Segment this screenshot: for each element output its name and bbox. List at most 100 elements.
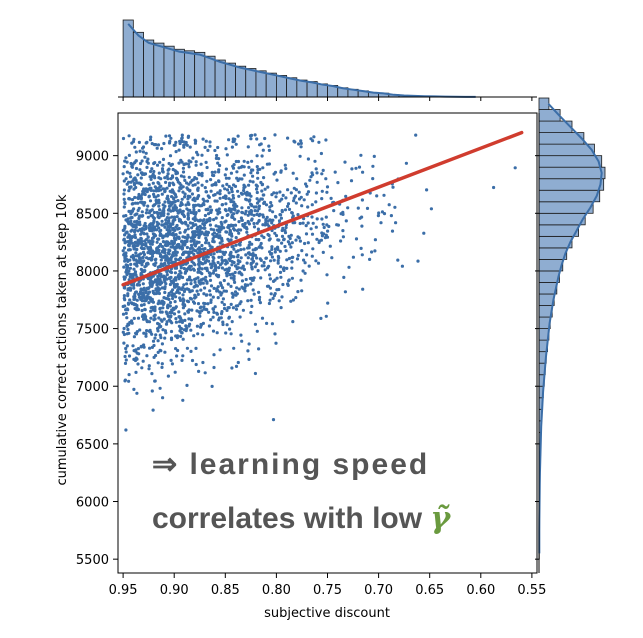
scatter-point bbox=[162, 301, 166, 305]
scatter-point bbox=[171, 292, 175, 296]
scatter-point bbox=[252, 205, 256, 209]
scatter-point bbox=[208, 144, 212, 148]
histogram-bar-y bbox=[538, 166, 606, 180]
scatter-point bbox=[136, 173, 140, 177]
scatter-point bbox=[190, 289, 194, 293]
scatter-point bbox=[230, 215, 234, 219]
scatter-point bbox=[188, 145, 192, 149]
scatter-point bbox=[305, 253, 309, 257]
scatter-point bbox=[125, 316, 129, 320]
scatter-point bbox=[250, 253, 254, 257]
scatter-point bbox=[152, 192, 156, 196]
scatter-point bbox=[244, 209, 248, 213]
scatter-point bbox=[122, 192, 126, 196]
scatter-point bbox=[177, 189, 181, 193]
scatter-point bbox=[170, 280, 174, 284]
scatter-point bbox=[157, 226, 161, 230]
scatter-point bbox=[134, 159, 138, 163]
scatter-point bbox=[275, 288, 279, 292]
scatter-point bbox=[131, 202, 135, 206]
scatter-point bbox=[145, 232, 149, 236]
scatter-point bbox=[203, 371, 207, 375]
histogram-bar-x bbox=[163, 45, 175, 98]
scatter-point bbox=[136, 238, 140, 242]
scatter-point bbox=[150, 236, 155, 240]
scatter-point bbox=[242, 188, 246, 193]
scatter-point bbox=[201, 333, 205, 337]
scatter-point bbox=[206, 208, 210, 212]
scatter-point bbox=[282, 268, 286, 273]
scatter-point bbox=[230, 263, 234, 267]
scatter-point bbox=[214, 216, 218, 220]
scatter-point bbox=[136, 222, 140, 226]
scatter-point bbox=[256, 168, 260, 172]
scatter-point bbox=[224, 176, 228, 180]
scatter-point bbox=[139, 236, 143, 240]
scatter-point bbox=[280, 295, 284, 299]
scatter-point bbox=[180, 239, 184, 243]
scatter-point bbox=[173, 208, 177, 212]
scatter-point bbox=[163, 336, 167, 340]
scatter-point bbox=[266, 185, 270, 189]
kde-curve-x bbox=[127, 23, 476, 98]
scatter-point bbox=[168, 282, 172, 287]
scatter-point bbox=[225, 188, 230, 192]
scatter-point bbox=[132, 177, 136, 181]
scatter-point bbox=[248, 179, 252, 183]
scatter-point bbox=[249, 171, 253, 175]
scatter-point bbox=[237, 287, 241, 291]
scatter-point bbox=[202, 199, 206, 203]
scatter-point bbox=[141, 150, 145, 154]
scatter-point bbox=[159, 349, 163, 353]
scatter-point bbox=[124, 308, 128, 312]
scatter-point bbox=[184, 203, 188, 207]
scatter-point bbox=[123, 159, 127, 163]
scatter-point bbox=[270, 322, 274, 326]
scatter-point bbox=[325, 223, 329, 227]
scatter-point bbox=[132, 302, 136, 306]
scatter-point bbox=[144, 334, 148, 338]
scatter-point bbox=[422, 231, 426, 235]
histogram-bar-y bbox=[538, 212, 586, 226]
scatter-point bbox=[245, 227, 249, 231]
scatter-point bbox=[139, 196, 143, 200]
scatter-point bbox=[155, 283, 159, 287]
scatter-point bbox=[155, 240, 159, 244]
scatter-point bbox=[134, 370, 138, 374]
scatter-point bbox=[161, 203, 165, 207]
scatter-point bbox=[225, 182, 229, 186]
scatter-point bbox=[287, 207, 292, 211]
scatter-point bbox=[132, 223, 136, 227]
scatter-point bbox=[309, 227, 313, 231]
scatter-point bbox=[174, 150, 178, 154]
scatter-point bbox=[202, 226, 206, 230]
scatter-point bbox=[143, 192, 147, 197]
scatter-point bbox=[257, 347, 261, 351]
scatter-point bbox=[150, 242, 154, 246]
scatter-point bbox=[233, 217, 237, 221]
scatter-point bbox=[224, 147, 228, 151]
scatter-point bbox=[291, 255, 295, 259]
scatter-point bbox=[245, 261, 249, 265]
scatter-point bbox=[209, 227, 213, 231]
x-tick-label: 0.55 bbox=[517, 583, 546, 598]
scatter-point bbox=[221, 297, 225, 301]
scatter-point bbox=[237, 242, 241, 246]
scatter-point bbox=[382, 193, 386, 197]
scatter-point bbox=[277, 238, 281, 242]
scatter-point bbox=[140, 246, 144, 251]
scatter-point bbox=[159, 272, 163, 276]
scatter-point bbox=[151, 408, 155, 412]
scatter-point bbox=[230, 234, 234, 238]
histogram-bar-y bbox=[538, 178, 605, 191]
scatter-point bbox=[142, 295, 146, 299]
scatter-point bbox=[227, 191, 231, 195]
scatter-point bbox=[166, 177, 170, 181]
scatter-point bbox=[262, 201, 266, 205]
scatter-point bbox=[153, 185, 157, 189]
scatter-point bbox=[152, 210, 156, 215]
scatter-point bbox=[219, 293, 223, 297]
scatter-point bbox=[224, 331, 228, 335]
scatter-point bbox=[255, 187, 259, 191]
scatter-point bbox=[124, 156, 128, 160]
